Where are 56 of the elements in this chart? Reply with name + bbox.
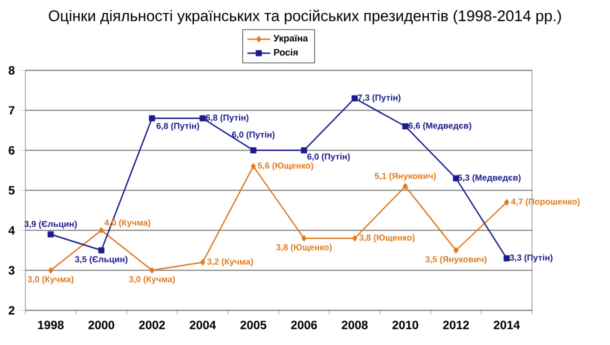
- y-tick-label: 5: [8, 186, 15, 195]
- point: [250, 147, 256, 154]
- y-tick-label: 8: [8, 66, 15, 75]
- point: [200, 115, 206, 122]
- point: [48, 267, 54, 274]
- point: [250, 163, 256, 170]
- data-label: 3,5 (Єльцин): [74, 256, 128, 264]
- data-label: 4,7 (Порошенко): [511, 198, 580, 206]
- point: [352, 95, 358, 102]
- x-tick-label: 2000: [88, 320, 114, 330]
- y-tick-label: 6: [8, 146, 14, 155]
- data-label: 3,0 (Кучма): [28, 276, 74, 284]
- point: [402, 183, 408, 190]
- y-tick-label: 4: [8, 226, 15, 234]
- x-tick-label: 2002: [139, 320, 165, 330]
- legend-label: Росія: [274, 48, 298, 56]
- x-tick-label: 2012: [443, 320, 469, 330]
- data-label: 3,8 (Ющенко): [359, 234, 415, 242]
- x-tick-label: 2008: [342, 320, 368, 330]
- point: [504, 199, 510, 206]
- x-tick-label: 2005: [240, 320, 266, 330]
- data-label: 6,0 (Путін): [307, 153, 350, 162]
- point: [352, 235, 358, 242]
- data-label: 5,6 (Ющенко): [258, 162, 314, 170]
- point: [300, 147, 308, 154]
- point: [200, 259, 206, 266]
- y-tick-label: 7: [8, 106, 14, 114]
- chart-title: Оцінки діяльності українських та російських президентів (1998-2014 рр.): [48, 10, 561, 24]
- data-label: 6,6 (Медведєв): [408, 122, 472, 130]
- data-label: 3,8 (Ющенко): [276, 244, 332, 252]
- point: [504, 255, 510, 262]
- point: [302, 235, 306, 242]
- data-label: 3,2 (Кучма): [207, 258, 253, 266]
- point: [402, 123, 408, 130]
- data-label: 6,8 (Путін): [156, 122, 200, 131]
- data-label: 7,3 (Путін): [358, 94, 400, 102]
- point: [454, 247, 458, 254]
- point: [98, 247, 104, 254]
- point: [150, 267, 154, 274]
- legend-label: Україна: [273, 34, 308, 44]
- x-tick-label: 2014: [494, 320, 520, 330]
- data-label: 5,1 (Янукович): [374, 172, 436, 181]
- data-label: 3,0 (Кучма): [128, 276, 175, 284]
- point: [148, 115, 156, 122]
- x-tick-label: 1998: [38, 320, 64, 330]
- point: [98, 227, 104, 234]
- x-tick-label: 2010: [392, 320, 418, 330]
- data-label: 6,8 (Путін): [206, 114, 248, 122]
- x-tick-label: 2004: [190, 320, 216, 330]
- y-tick-label: 2: [8, 306, 14, 315]
- data-label: 3,5 (Янукович): [425, 256, 486, 264]
- data-label: 6,0 (Путін): [232, 131, 275, 140]
- y-tick-label: 3: [8, 266, 14, 275]
- point: [48, 231, 54, 238]
- x-tick-label: 2006: [291, 320, 317, 330]
- data-label: 3,3 (Путін): [510, 254, 552, 262]
